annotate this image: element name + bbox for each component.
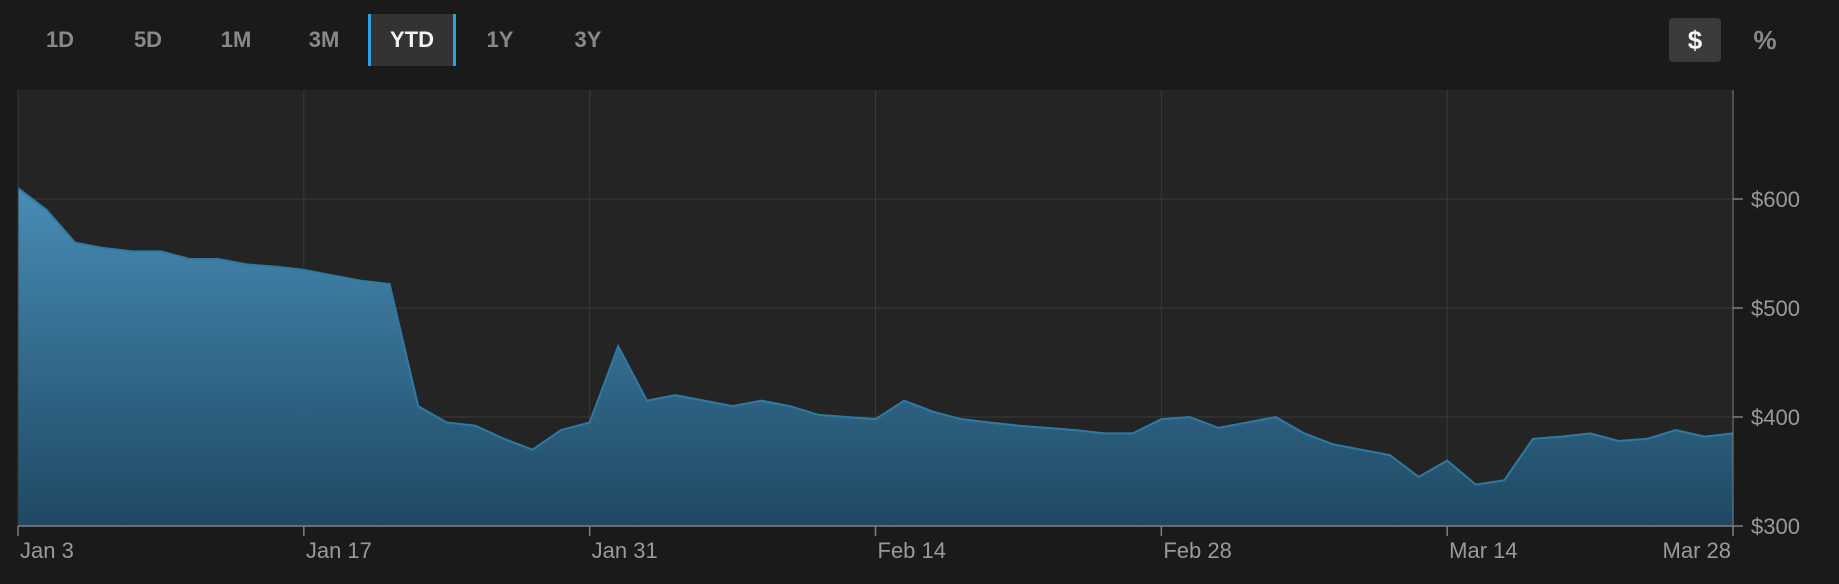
x-tick-label: Mar 14 xyxy=(1449,538,1517,563)
range-btn-label: YTD xyxy=(390,27,434,52)
x-tick-label: Feb 14 xyxy=(878,538,947,563)
x-tick-label: Mar 28 xyxy=(1663,538,1731,563)
range-btn-3y[interactable]: 3Y xyxy=(544,14,632,66)
y-tick-label: $300 xyxy=(1751,514,1800,539)
x-tick-label: Jan 3 xyxy=(20,538,74,563)
range-btn-1y[interactable]: 1Y xyxy=(456,14,544,66)
chart-svg: Jan 3 Jan 17 Jan 31 Feb 14 Feb 28 Mar 14 Mar 2… xyxy=(16,88,1823,568)
range-btn-label: 1D xyxy=(46,27,74,52)
range-btn-5d[interactable]: 5D xyxy=(104,14,192,66)
range-btn-label: 1Y xyxy=(487,27,514,52)
range-btn-ytd[interactable]: YTD xyxy=(368,14,456,66)
range-btn-label: 3Y xyxy=(575,27,602,52)
price-chart[interactable]: Jan 3 Jan 17 Jan 31 Feb 14 Feb 28 Mar 14 Mar 2… xyxy=(16,88,1823,568)
chart-widget: 1D 5D 1M 3M YTD 1Y 3Y $% Jan 3 Jan 17 Jan 31 Feb … xyxy=(0,0,1839,584)
unit-btn-dollar[interactable]: $ xyxy=(1669,18,1721,62)
unit-btn-label: % xyxy=(1753,25,1776,55)
range-btn-label: 3M xyxy=(309,27,340,52)
x-tick-label: Jan 31 xyxy=(592,538,658,563)
time-range-group: 1D 5D 1M 3M YTD 1Y 3Y xyxy=(16,14,632,66)
unit-btn-label: $ xyxy=(1688,25,1702,55)
unit-toggle-group: $% xyxy=(1669,18,1823,62)
chart-toolbar: 1D 5D 1M 3M YTD 1Y 3Y $% xyxy=(0,12,1839,68)
range-btn-label: 1M xyxy=(221,27,252,52)
y-tick-label: $500 xyxy=(1751,296,1800,321)
range-btn-1d[interactable]: 1D xyxy=(16,14,104,66)
range-btn-label: 5D xyxy=(134,27,162,52)
y-tick-label: $600 xyxy=(1751,187,1800,212)
unit-btn-percent[interactable]: % xyxy=(1739,18,1791,62)
range-btn-1m[interactable]: 1M xyxy=(192,14,280,66)
x-tick-label: Feb 28 xyxy=(1163,538,1232,563)
x-tick-label: Jan 17 xyxy=(306,538,372,563)
y-tick-label: $400 xyxy=(1751,405,1800,430)
range-btn-3m[interactable]: 3M xyxy=(280,14,368,66)
